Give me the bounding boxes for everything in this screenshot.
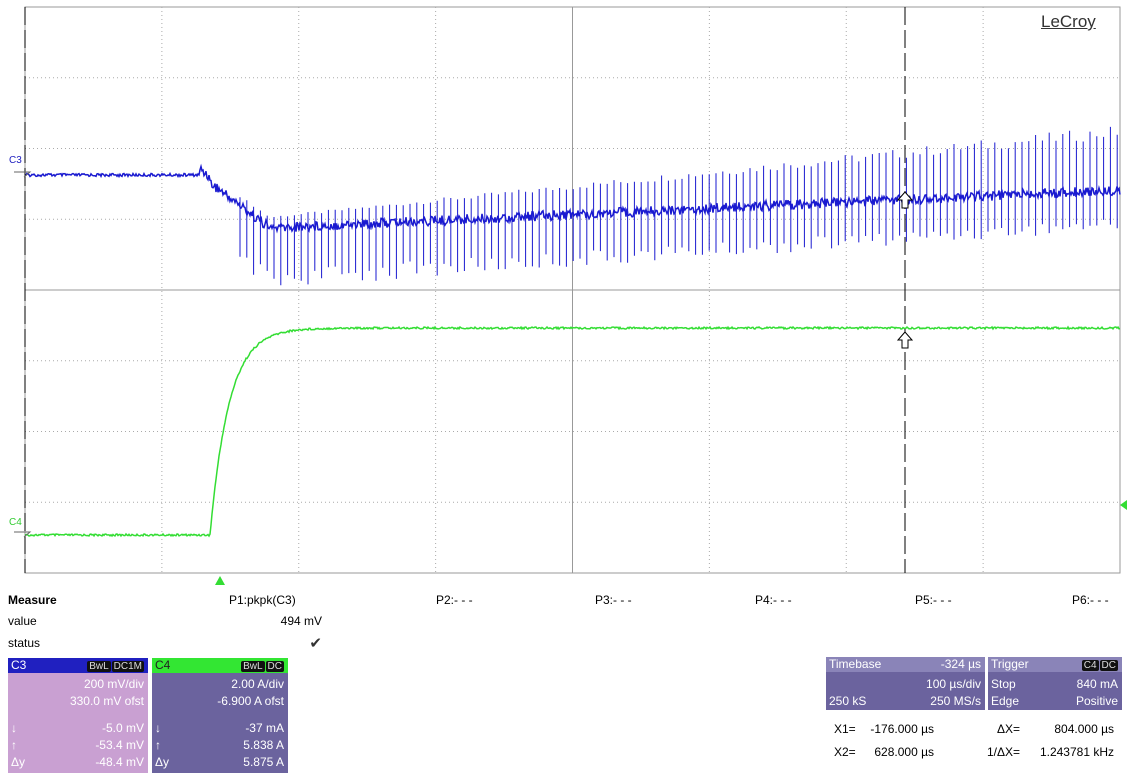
badges: BwL DC <box>240 658 284 672</box>
channel-header: C3 BwL DC1M <box>8 658 148 673</box>
badges: BwL DC1M <box>86 658 144 672</box>
trace-c3-spikes <box>239 126 1118 286</box>
trigger-level: 840 mA <box>1076 677 1118 691</box>
channel-box: C3 BwL DC1M 200 mV/div 330.0 mV ofst ↓ -5.0 mV… <box>8 658 148 773</box>
channel-scale: 200 mV/div <box>83 677 144 691</box>
param-name: P6:- - - <box>1072 593 1109 607</box>
row-value: 5.875 A <box>243 755 284 769</box>
timebase-scale: 100 µs/div <box>926 677 981 691</box>
channel-offset: 330.0 mV ofst <box>69 694 144 708</box>
measure-title: Measure <box>8 593 57 607</box>
cursor-value: 1.243781 kHz <box>1039 745 1114 759</box>
row-value: -37 mA <box>245 721 284 735</box>
channel-box: C4 BwL DC 2.00 A/div -6.900 A ofst ↓ -37 mA ↑ 5.… <box>152 658 288 773</box>
cursor-arrow <box>896 191 914 209</box>
row-symbol: ↓ <box>155 721 161 735</box>
offset-marker <box>14 171 32 538</box>
row-symbol: ↑ <box>155 738 161 752</box>
trace-c3 <box>24 163 1121 234</box>
channel-offset: -6.900 A ofst <box>217 694 284 708</box>
param-status: ✔ <box>309 635 322 652</box>
badge: DC1M <box>111 661 144 672</box>
cursor-label: X1= <box>834 722 856 736</box>
badge: BwL <box>87 661 111 672</box>
trigger-title: Trigger <box>991 657 1029 671</box>
cursor-label: 1/ΔX= <box>986 745 1020 759</box>
timebase-title: Timebase <box>829 657 882 671</box>
trigger-slope: Positive <box>1075 694 1118 708</box>
brand: LeCroy <box>1041 12 1096 31</box>
timebase-delay: -324 µs <box>940 657 981 671</box>
row-value: -48.4 mV <box>95 755 144 769</box>
trace-c4 <box>24 325 1121 538</box>
channel-name: C4 <box>155 658 171 672</box>
timebase-box: Timebase -324 µs 100 µs/div 250 kS 250 MS… <box>826 657 985 710</box>
badge: C4 <box>1081 660 1099 671</box>
trigger-type: Edge <box>991 694 1020 708</box>
param-name: P1:pkpk(C3) <box>229 593 296 607</box>
badge: DC <box>1099 660 1118 671</box>
row-label: value <box>8 614 37 628</box>
row-value: -53.4 mV <box>95 738 144 752</box>
cursor-arrow <box>896 331 914 349</box>
cursor-value: 804.000 µs <box>1054 722 1114 736</box>
timebase-samples: 250 kS <box>829 694 867 708</box>
timebase-rate: 250 MS/s <box>930 694 981 708</box>
channel-name: C3 <box>11 658 27 672</box>
cursor-value: -176.000 µs <box>870 722 934 736</box>
badge: DC <box>265 661 284 672</box>
param-name: P2:- - - <box>436 593 473 607</box>
row-value: -5.0 mV <box>101 721 144 735</box>
row-value: 5.838 A <box>243 738 284 752</box>
param-name: P3:- - - <box>595 593 632 607</box>
badge: BwL <box>241 661 265 672</box>
level-marker <box>1120 500 1127 510</box>
cursor-label: ΔX= <box>996 722 1020 736</box>
cursor-label: X2= <box>834 745 856 759</box>
trace-marker: C3 <box>9 155 22 166</box>
channel-header: C4 BwL DC <box>152 658 288 673</box>
param-name: P4:- - - <box>755 593 792 607</box>
row-label: status <box>8 636 41 650</box>
trigger-mode: Stop <box>991 677 1016 691</box>
trigger-marker <box>215 576 225 585</box>
row-symbol: ↑ <box>11 738 17 752</box>
trigger-box: Trigger C4 DC Stop 840 mA Edge Positive <box>988 657 1122 710</box>
trace-marker: C4 <box>9 517 22 528</box>
param-value: 494 mV <box>280 614 322 628</box>
channel-scale: 2.00 A/div <box>231 677 284 691</box>
param-name: P5:- - - <box>915 593 952 607</box>
cursor-value: 628.000 µs <box>874 745 934 759</box>
row-symbol: Δy <box>11 755 26 769</box>
row-symbol: Δy <box>155 755 170 769</box>
row-symbol: ↓ <box>11 721 17 735</box>
